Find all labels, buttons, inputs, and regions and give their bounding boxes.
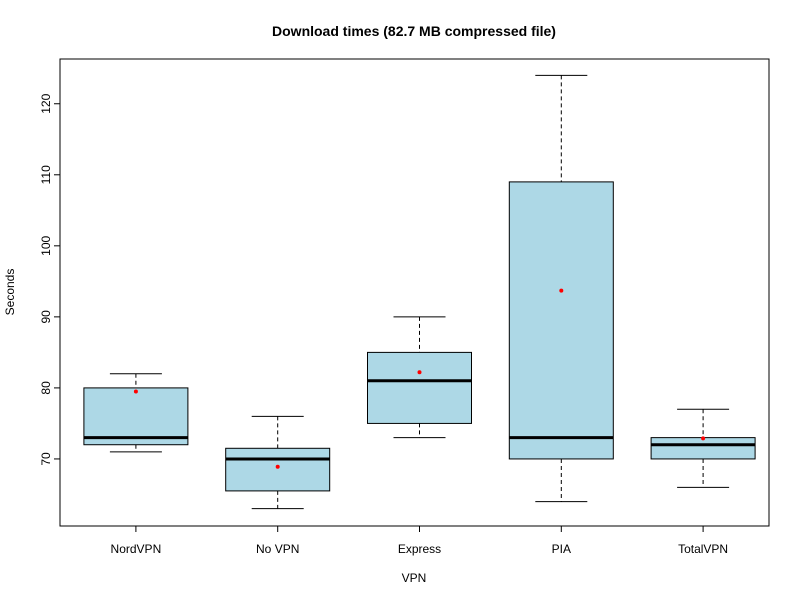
- y-tick-label: 110: [39, 165, 53, 184]
- box-nordvpn: [83, 373, 189, 453]
- iqr-box: [508, 181, 614, 460]
- y-tick-label: 120: [39, 93, 53, 113]
- box-pia: [508, 74, 614, 503]
- mean-point: [417, 370, 422, 375]
- x-tick-label: NordVPN: [111, 542, 162, 556]
- x-tick-label: TotalVPN: [678, 542, 728, 556]
- mean-point: [559, 288, 564, 293]
- mean-point: [133, 389, 138, 394]
- iqr-box: [225, 447, 331, 492]
- box-express: [367, 316, 472, 439]
- iqr-box: [367, 351, 472, 424]
- mean-point: [275, 464, 280, 469]
- y-tick-label: 100: [39, 235, 53, 255]
- y-axis: 70 80 90 100 110 120: [39, 93, 61, 466]
- x-axis: NordVPN No VPN Express PIA TotalVPN: [111, 525, 728, 556]
- iqr-box: [650, 437, 756, 460]
- x-axis-label: VPN: [402, 571, 427, 585]
- mean-point: [701, 436, 706, 441]
- chart-title: Download times (82.7 MB compressed file): [272, 23, 556, 39]
- y-tick-label: 70: [39, 452, 53, 466]
- boxes: [83, 74, 756, 510]
- y-tick-label: 90: [39, 310, 53, 324]
- x-tick-label: Express: [398, 542, 441, 556]
- box-totalvpn: [650, 408, 756, 488]
- x-tick-label: PIA: [552, 542, 571, 556]
- box-no-vpn: [225, 415, 331, 510]
- x-tick-label: No VPN: [256, 542, 299, 556]
- y-axis-label: Seconds: [3, 269, 17, 316]
- y-tick-label: 80: [39, 381, 53, 395]
- iqr-box: [83, 387, 189, 446]
